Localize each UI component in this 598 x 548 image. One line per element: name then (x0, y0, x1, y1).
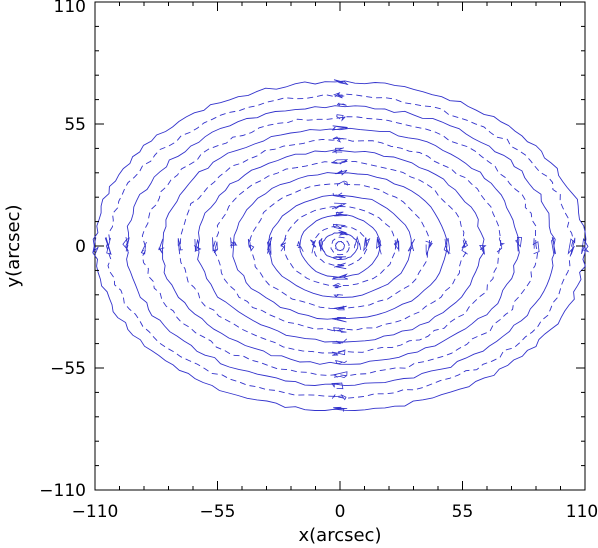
contour-noise (461, 238, 469, 255)
contour-noise (338, 230, 348, 236)
contour-noise (122, 237, 130, 252)
contour-line (330, 236, 350, 256)
contour-noise (331, 273, 349, 280)
contour-noise (333, 92, 345, 99)
contour-noise (532, 238, 540, 255)
contour-noise (376, 236, 382, 255)
plot-frame (94, 1, 586, 491)
contour-noise (332, 147, 344, 154)
contour-noise (247, 238, 255, 252)
contour-noise (332, 283, 342, 289)
contour-noise (331, 349, 346, 356)
contour-noise (104, 237, 112, 256)
contour-noise (332, 316, 347, 323)
contour-noise (335, 360, 348, 365)
contour-line (162, 127, 520, 365)
contour-line (106, 93, 574, 399)
contour-noise (212, 237, 219, 254)
contour-noise (332, 327, 347, 333)
x-tick-label: −110 (72, 502, 119, 522)
contour-line (232, 172, 448, 320)
x-axis-title: x(arcsec) (299, 525, 382, 546)
contour-noise (334, 211, 348, 217)
contour-noise (393, 238, 400, 252)
contour-noise (332, 223, 347, 230)
contour-noise (280, 237, 287, 252)
contour-line (284, 206, 397, 287)
contour-noise (332, 338, 347, 345)
contour-noise (353, 235, 362, 250)
contour-noise (333, 262, 347, 270)
contour-line (267, 194, 412, 298)
contour-line (213, 160, 467, 332)
contour-noise (581, 237, 590, 255)
contour-noise (443, 237, 451, 255)
contour-noise (331, 382, 344, 390)
contour-noise (92, 237, 99, 255)
contour-noise (334, 169, 348, 176)
y-tick-label: −55 (50, 359, 86, 379)
contour-noise (177, 238, 183, 251)
contour-noise (332, 136, 347, 143)
contour-noise (318, 237, 325, 253)
contour-noise (515, 236, 523, 252)
contour-noise (425, 240, 433, 257)
contour-noise (551, 236, 556, 255)
contour-noise (332, 371, 348, 379)
contour-noise (266, 236, 273, 255)
contour-noise (363, 237, 371, 252)
x-tick-label: −55 (200, 502, 236, 522)
contour-noise (333, 305, 347, 311)
x-tick-label: 110 (566, 502, 598, 522)
y-tick-label: 110 (54, 0, 86, 17)
y-tick-label: 0 (75, 237, 86, 257)
contour-noise (337, 180, 349, 187)
contour-line (125, 105, 556, 387)
axis-ticks (94, 1, 586, 491)
contour-line (141, 116, 539, 377)
contour-noise (479, 244, 487, 255)
contour-noise (407, 238, 416, 252)
contour-noise (330, 158, 348, 165)
contour-noise (333, 294, 344, 298)
contour-noise (336, 114, 346, 122)
x-tick-label: 0 (335, 502, 346, 522)
contour-line (197, 149, 485, 343)
contour-noise (193, 238, 202, 253)
contour-noise (310, 239, 317, 254)
x-tick-label: 55 (452, 502, 474, 522)
contour-lines (92, 79, 590, 412)
contour-noise (567, 237, 576, 255)
y-tick-label: −110 (39, 481, 86, 501)
contour-noise (331, 394, 347, 401)
contour-noise (496, 237, 506, 253)
contour-line (178, 138, 502, 354)
contour-noise (296, 241, 304, 252)
contour-noise (333, 256, 347, 260)
contour-noise (331, 125, 348, 131)
contour-noise (229, 237, 238, 249)
contour-line (299, 214, 381, 278)
contour-noise (158, 238, 165, 254)
contour-line (321, 232, 359, 260)
contour-noise (333, 406, 348, 412)
contour-noise (333, 79, 349, 85)
contour-line (335, 241, 345, 251)
contour-noise (331, 202, 347, 210)
contour-line (249, 183, 431, 310)
y-axis-title: y(arcsec) (3, 205, 24, 288)
contour-noise (332, 192, 346, 199)
contour-noise (336, 102, 347, 107)
y-tick-label: 55 (64, 115, 86, 135)
contour-noise (140, 242, 147, 255)
